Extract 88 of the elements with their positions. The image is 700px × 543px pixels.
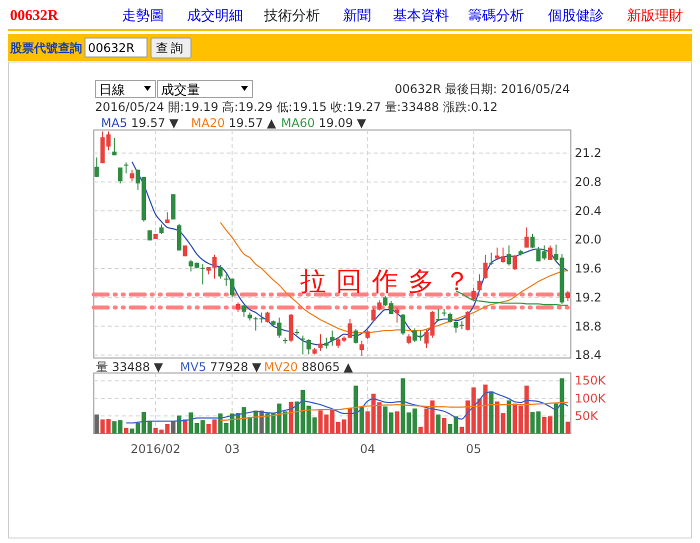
bar (566, 422, 570, 434)
chart-title: 00632R 最後日期: 2016/05/24 (394, 82, 570, 96)
line-series (126, 391, 568, 424)
text: 基本資料 (393, 8, 449, 24)
x-tick-label: 04 (360, 442, 376, 456)
line-series (220, 402, 568, 422)
candlestick (306, 338, 311, 355)
candlestick (471, 288, 476, 302)
candlestick (124, 162, 128, 174)
bar (489, 391, 494, 434)
line-series (455, 290, 568, 306)
candlestick (394, 306, 400, 324)
y-tick-label: 100K (574, 391, 607, 406)
candlestick (218, 264, 223, 280)
bar (394, 411, 400, 434)
bar (442, 418, 446, 434)
annotation: 量 33488 ▼ (96, 360, 164, 374)
candlestick (377, 300, 382, 311)
bar (171, 421, 176, 434)
text: MA5 (101, 116, 132, 130)
x-tick-label: 2016/02 (130, 442, 181, 456)
y-tick-label: 20.4 (574, 204, 602, 218)
text: 股票代號查詢 (9, 41, 82, 55)
candlestick (360, 340, 364, 356)
candlestick (512, 254, 518, 270)
text: MV5 (180, 360, 210, 374)
y-tick-label: 21.2 (574, 146, 602, 160)
candlestick (483, 254, 488, 280)
candlestick (448, 312, 452, 324)
y-tick-label: 20.8 (574, 174, 602, 189)
chart-subtitle: 2016/05/24 開:19.19 高:19.29 低:19.15 收:19.27 量:33488 漲跌:0.12 (95, 100, 498, 114)
text: 查詢 (156, 41, 186, 55)
text: 成交量 (161, 82, 200, 98)
text: 19.57 ▲ (228, 116, 277, 130)
annotation: 88065 ▲ (302, 360, 354, 374)
candlestick (300, 335, 306, 355)
candlestick (265, 311, 270, 324)
candlestick (118, 167, 122, 184)
candlestick (400, 313, 406, 336)
text: 籌碼分析 (468, 8, 524, 24)
text: MA60 (281, 116, 319, 130)
text: 新聞 (343, 8, 371, 24)
candlestick (406, 334, 412, 345)
text: MA20 (191, 116, 229, 130)
text: 00632R (88, 41, 135, 55)
text: 新版理財 (627, 8, 683, 24)
candlestick (548, 244, 552, 260)
y-tick-label: 19.2 (574, 290, 602, 304)
text: MV20 (264, 360, 302, 374)
x-tick-label: 03 (224, 442, 240, 456)
candlestick (94, 156, 99, 178)
annotation: 拉回作多？ (300, 267, 480, 296)
text: 走勢圖 (122, 8, 164, 24)
candlestick (130, 169, 134, 182)
candlestick (354, 328, 358, 344)
candlestick (371, 308, 376, 322)
candlestick (524, 226, 529, 248)
bar (176, 416, 182, 434)
candlestick (348, 318, 352, 338)
candlestick (318, 334, 323, 352)
candlestick (466, 310, 470, 332)
candlestick (506, 244, 512, 266)
candlestick (489, 252, 494, 266)
y-tick-label: 18.8 (574, 319, 602, 334)
candlestick (365, 329, 370, 340)
text: 19.57 ▼ (131, 116, 180, 130)
text: 成交明細 (187, 8, 243, 24)
y-tick-label: 20.0 (574, 232, 602, 247)
annotation: 77928 ▼ (210, 360, 262, 374)
candlestick (200, 264, 205, 285)
text: 日線 (99, 83, 125, 98)
bar (259, 410, 264, 434)
text: 技術分析 (263, 8, 320, 24)
text: 00632R (10, 8, 58, 24)
y-tick-label: 50K (574, 408, 600, 423)
text: 19.09 ▼ (318, 116, 367, 130)
candlestick (566, 290, 570, 302)
bar (94, 414, 99, 434)
y-tick-label: 18.4 (574, 348, 602, 362)
text: 個股健診 (548, 8, 604, 24)
candlestick (112, 137, 117, 156)
bar (124, 428, 128, 434)
bar (436, 414, 440, 434)
x-tick-label: 05 (466, 442, 482, 456)
candlestick (436, 308, 440, 321)
candlestick (330, 330, 334, 346)
y-tick-label: 19.6 (574, 262, 602, 276)
y-tick-label: 150K (574, 374, 607, 388)
